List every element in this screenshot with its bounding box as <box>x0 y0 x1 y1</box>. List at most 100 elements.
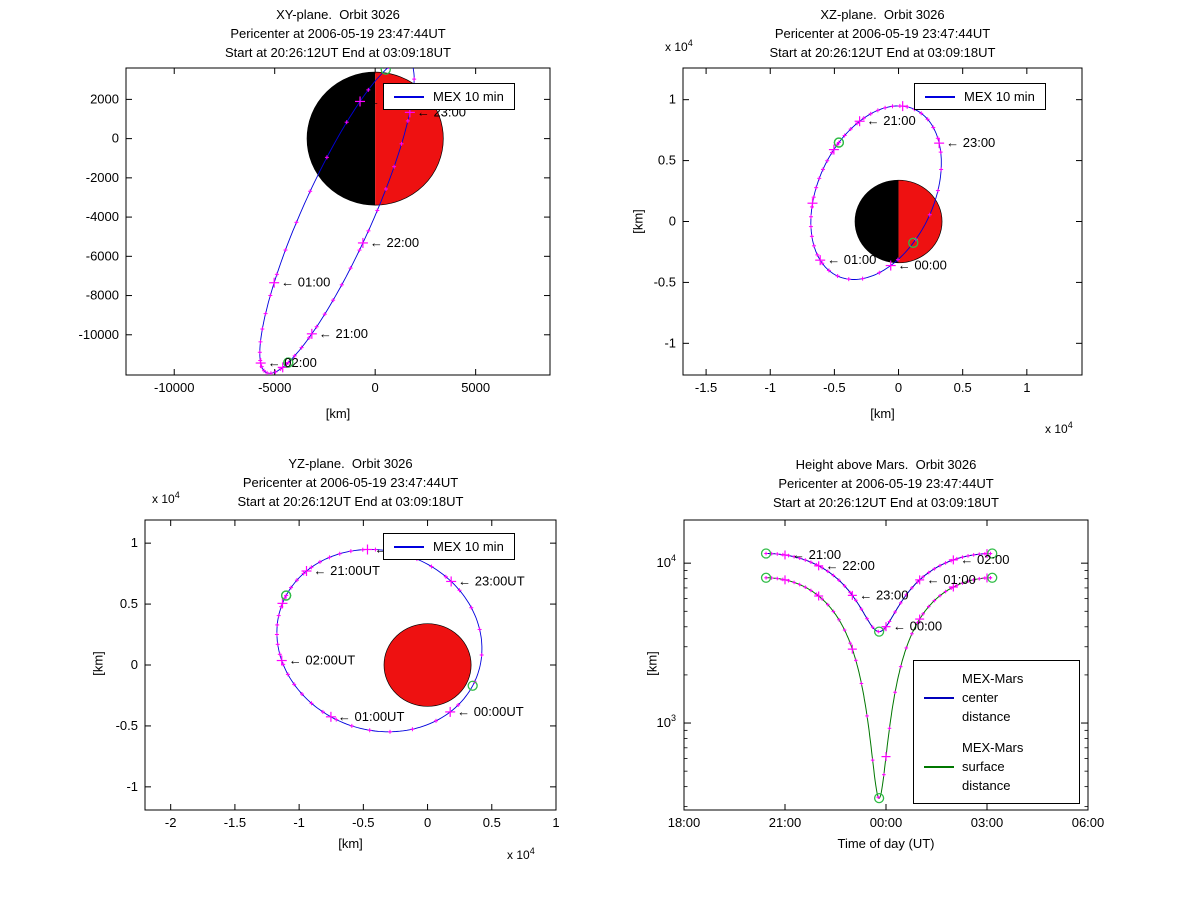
height-xaxis-label: Time of day (UT) <box>837 836 935 851</box>
xz-title-line2: Pericenter at 2006-05-19 23:47:44UT <box>774 26 991 41</box>
svg-text:21:00: 21:00 <box>769 815 802 830</box>
xz-title-line3: Start at 20:26:12UT End at 03:09:18UT <box>769 45 996 60</box>
xy-title-line3: Start at 20:26:12UT End at 03:09:18UT <box>225 45 451 60</box>
svg-text:-0.5: -0.5 <box>352 815 374 830</box>
surface-legend-line1: MEX-Mars <box>962 740 1024 755</box>
svg-text:0.5: 0.5 <box>483 815 501 830</box>
svg-text:← 00:00: ← 00:00 <box>898 258 947 273</box>
surface-legend-line2: surface <box>962 759 1005 774</box>
height-legend: MEX-Mars center distance MEX-Mars surfac… <box>913 660 1080 804</box>
xy-legend: MEX 10 min <box>383 83 515 110</box>
svg-text:-1: -1 <box>764 380 776 395</box>
svg-text:← 21:00UT: ← 21:00UT <box>313 563 380 578</box>
svg-text:← 00:00: ← 00:00 <box>893 619 942 634</box>
svg-text:-6000: -6000 <box>86 248 119 263</box>
curve-endpoint-marker <box>760 572 772 583</box>
svg-text:-4000: -4000 <box>86 209 119 224</box>
yz-legend: MEX 10 min <box>383 533 515 560</box>
xy-xaxis-label: [km] <box>325 406 351 421</box>
svg-text:06:00: 06:00 <box>1072 815 1105 830</box>
svg-text:← 01:00: ← 01:00 <box>927 572 976 587</box>
height-title-line3: Start at 20:26:12UT End at 03:09:18UT <box>773 495 999 510</box>
xz-yaxis-multiplier: x 104 <box>665 38 693 54</box>
svg-text:-0.5: -0.5 <box>654 274 676 289</box>
svg-text:-10000: -10000 <box>154 380 194 395</box>
svg-text:-5000: -5000 <box>258 380 291 395</box>
xz-plot-title: XZ-plane. Orbit 3026 Pericenter at 2006-… <box>683 5 1082 62</box>
mex-line-sample <box>925 95 955 98</box>
svg-text:-2000: -2000 <box>86 170 119 185</box>
xz-xaxis-multiplier: x 104 <box>1045 420 1073 436</box>
xy-plot-title: XY-plane. Orbit 3026 Pericenter at 2006-… <box>126 5 550 62</box>
yz-yaxis-multiplier: x 104 <box>152 490 180 506</box>
svg-text:0: 0 <box>895 380 902 395</box>
svg-text:-2: -2 <box>165 815 177 830</box>
yz-xaxis-label: [km] <box>338 836 363 851</box>
yz-title-line3: Start at 20:26:12UT End at 03:09:18UT <box>237 494 464 509</box>
center-legend-line2: center <box>962 690 999 705</box>
subplot-xz: -1.5 -1 -0.5 0 0.5 1 1 0.5 0 -0.5 -1 ← 21:00 ← 23:00… <box>654 67 1083 395</box>
curve-endpoint-marker <box>987 572 998 583</box>
svg-text:1: 1 <box>1023 380 1030 395</box>
svg-text:-1.5: -1.5 <box>695 380 717 395</box>
svg-text:← 23:00: ← 23:00 <box>946 135 995 150</box>
mex-line-sample <box>394 95 424 98</box>
surface-distance-line-sample <box>924 765 954 768</box>
svg-text:-1: -1 <box>664 335 676 350</box>
height-title-line2: Pericenter at 2006-05-19 23:47:44UT <box>778 476 994 491</box>
svg-text:-0.5: -0.5 <box>823 380 845 395</box>
svg-text:00:00: 00:00 <box>870 815 903 830</box>
svg-text:-0.5: -0.5 <box>116 718 138 733</box>
svg-text:← 02:00: ← 02:00 <box>268 355 317 370</box>
orbit-endpoint-marker <box>280 590 292 601</box>
svg-text:0: 0 <box>372 380 379 395</box>
mars-disk <box>384 623 472 707</box>
orbit-endpoint-marker <box>283 357 294 368</box>
curve-endpoint-marker <box>873 793 885 804</box>
svg-text:-1: -1 <box>126 779 138 794</box>
svg-text:18:00: 18:00 <box>668 815 701 830</box>
orbit-endpoint-marker <box>833 137 845 148</box>
xz-legend-label: MEX 10 min <box>964 89 1035 104</box>
xy-legend-label: MEX 10 min <box>433 89 504 104</box>
svg-text:0.5: 0.5 <box>658 153 676 168</box>
mars-day-side <box>898 180 943 263</box>
svg-text:-8000: -8000 <box>86 288 119 303</box>
height-yaxis-label: [km] <box>644 651 660 676</box>
svg-text:← 21:00: ← 21:00 <box>792 547 841 562</box>
center-legend-line1: MEX-Mars <box>962 671 1024 686</box>
svg-text:← 22:00: ← 22:00 <box>826 558 875 573</box>
yz-plot-title: YZ-plane. Orbit 3026 Pericenter at 2006-… <box>145 454 556 511</box>
svg-text:← 21:00: ← 21:00 <box>867 113 916 128</box>
svg-text:0: 0 <box>131 657 138 672</box>
svg-text:5000: 5000 <box>461 380 490 395</box>
xz-title-line1: XZ-plane. Orbit 3026 <box>820 7 945 22</box>
yz-yaxis-label: [km] <box>90 651 106 676</box>
orbit-endpoint-marker <box>467 680 478 691</box>
svg-text:← 00:00UT: ← 00:00UT <box>457 704 524 719</box>
svg-text:← 02:00UT: ← 02:00UT <box>289 653 356 668</box>
svg-text:-10000: -10000 <box>79 327 119 342</box>
svg-text:← 01:00: ← 01:00 <box>827 252 876 267</box>
curve-endpoint-marker <box>987 548 998 559</box>
orbit-endpoint-marker <box>380 68 391 75</box>
svg-text:-1: -1 <box>293 815 305 830</box>
center-distance-legend-entry: MEX-Mars center distance <box>924 669 1023 726</box>
mars-night-side <box>855 180 899 263</box>
svg-text:03:00: 03:00 <box>971 815 1004 830</box>
curve-endpoint-marker <box>760 548 772 559</box>
svg-text:0.5: 0.5 <box>954 380 972 395</box>
svg-text:0.5: 0.5 <box>120 596 138 611</box>
height-title-line1: Height above Mars. Orbit 3026 <box>795 457 977 472</box>
xy-title-line1: XY-plane. Orbit 3026 <box>276 7 400 22</box>
orbit-endpoint-marker <box>908 237 919 248</box>
yz-title-line1: YZ-plane. Orbit 3026 <box>288 456 413 471</box>
yz-title-line2: Pericenter at 2006-05-19 23:47:44UT <box>242 475 459 490</box>
mex-line-sample <box>394 545 424 548</box>
svg-text:← 21:00: ← 21:00 <box>319 326 368 341</box>
xz-xaxis-label: [km] <box>870 406 895 421</box>
svg-text:2000: 2000 <box>90 91 119 106</box>
